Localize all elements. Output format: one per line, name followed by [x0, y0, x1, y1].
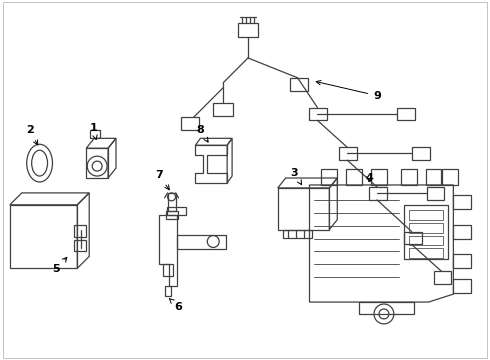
- Bar: [213, 103, 233, 117]
- Bar: [346, 169, 362, 185]
- Bar: [409, 210, 443, 220]
- Bar: [409, 223, 443, 233]
- Bar: [412, 147, 430, 160]
- Bar: [404, 205, 448, 260]
- Bar: [453, 225, 471, 239]
- Text: 7: 7: [155, 170, 170, 190]
- Bar: [434, 271, 451, 284]
- Text: 1: 1: [89, 123, 97, 140]
- Text: 9: 9: [316, 81, 381, 101]
- Bar: [397, 108, 415, 121]
- Bar: [74, 225, 86, 237]
- Bar: [74, 239, 86, 251]
- Bar: [426, 169, 441, 185]
- Text: 3: 3: [291, 168, 301, 185]
- Bar: [339, 147, 357, 160]
- Bar: [310, 108, 327, 121]
- Bar: [10, 205, 77, 268]
- Bar: [401, 169, 416, 185]
- Bar: [371, 169, 387, 185]
- Bar: [427, 187, 444, 200]
- Text: 6: 6: [170, 299, 182, 312]
- Text: 4: 4: [365, 173, 373, 183]
- Bar: [442, 169, 458, 185]
- Bar: [453, 279, 471, 293]
- Bar: [278, 188, 329, 230]
- Bar: [283, 230, 313, 238]
- Bar: [369, 187, 387, 200]
- Bar: [453, 195, 471, 209]
- Bar: [453, 255, 471, 268]
- Bar: [409, 235, 443, 246]
- Bar: [238, 23, 258, 37]
- Bar: [321, 169, 337, 185]
- Bar: [409, 248, 443, 258]
- Bar: [181, 117, 199, 130]
- Bar: [290, 78, 308, 91]
- Text: 8: 8: [196, 125, 208, 142]
- Bar: [404, 231, 421, 244]
- Text: 5: 5: [52, 257, 67, 274]
- Text: 2: 2: [26, 125, 38, 145]
